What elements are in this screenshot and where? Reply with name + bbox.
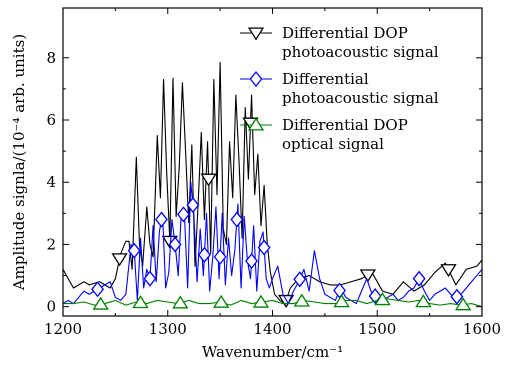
series-group [63,61,482,311]
x-tick-label-1300: 1300 [149,320,187,338]
legend-label-1-line-1: Differential DOP [282,24,408,42]
legend-label-2-line-2: photoacoustic signal [282,89,439,107]
series-2-marker-10 [230,211,244,228]
series-3-marker-2 [132,295,149,309]
x-tick-label-1600: 1600 [463,320,501,338]
series-3-marker-6 [293,293,311,307]
y-tick-label-6: 6 [46,111,56,129]
legend-label-3-line-2: optical signal [282,135,384,153]
series-3-marker-8 [374,292,391,306]
y-axis-title: Amplitude signla/(10⁻⁴ arb. units) [10,34,28,291]
series-2-marker-8 [197,246,211,263]
y-axis: 0 2 4 6 8 [46,49,482,316]
series-3-marker-9 [415,294,432,308]
series-2-marker-2 [127,242,141,259]
series-2-marker-3 [143,270,157,287]
series-2-marker-1 [91,281,104,298]
series-1-marker-7 [440,264,457,278]
series-3-marker-1 [92,296,109,310]
legend-label-1-line-2: photoacoustic signal [282,43,439,61]
series-2-marker-11 [245,252,258,270]
series-3-marker-10 [454,297,472,311]
series-3-marker-7 [333,294,350,308]
series-1-marker-1 [111,253,128,267]
series-1 [63,61,482,308]
series-3 [63,292,482,311]
series-2-marker-4 [155,211,168,228]
y-tick-label-4: 4 [46,173,56,191]
x-axis-title: Wavenumber/cm⁻¹ [202,343,343,361]
series-2-marker-5 [168,236,182,253]
series-3-marker-5 [252,294,270,308]
legend-label-3-line-1: Differential DOP [282,116,408,134]
legend-marker-1 [247,27,265,41]
series-2 [63,181,482,305]
legend-marker-2 [249,70,263,88]
x-tick-label-1200: 1200 [44,320,82,338]
series-2-marker-9 [213,248,227,265]
series-2-marker-6 [177,206,190,223]
series-3-marker-3 [172,295,189,309]
series-1-marker-3 [200,173,217,187]
legend-label-2-line-1: Differential [282,70,369,88]
series-2-marker-13 [293,271,307,288]
series-2-line [63,181,482,305]
series-2-marker-17 [450,288,464,305]
x-tick-label-1500: 1500 [358,320,396,338]
series-2-marker-15 [368,288,382,305]
series-2-marker-7 [186,196,200,214]
y-tick-label-2: 2 [46,235,56,253]
series-1-marker-6 [359,269,376,283]
x-axis: 1200 1300 1400 1500 1600 [44,8,501,338]
x-tick-label-1400: 1400 [253,320,291,338]
series-3-marker-4 [212,294,230,308]
legend-marker-3 [247,117,265,131]
series-2-marker-14 [333,282,346,299]
series-2-marker-12 [257,239,271,256]
y-tick-label-0: 0 [46,298,56,316]
series-2-marker-16 [412,270,426,287]
y-tick-label-8: 8 [46,49,56,67]
series-3-line [63,298,482,308]
